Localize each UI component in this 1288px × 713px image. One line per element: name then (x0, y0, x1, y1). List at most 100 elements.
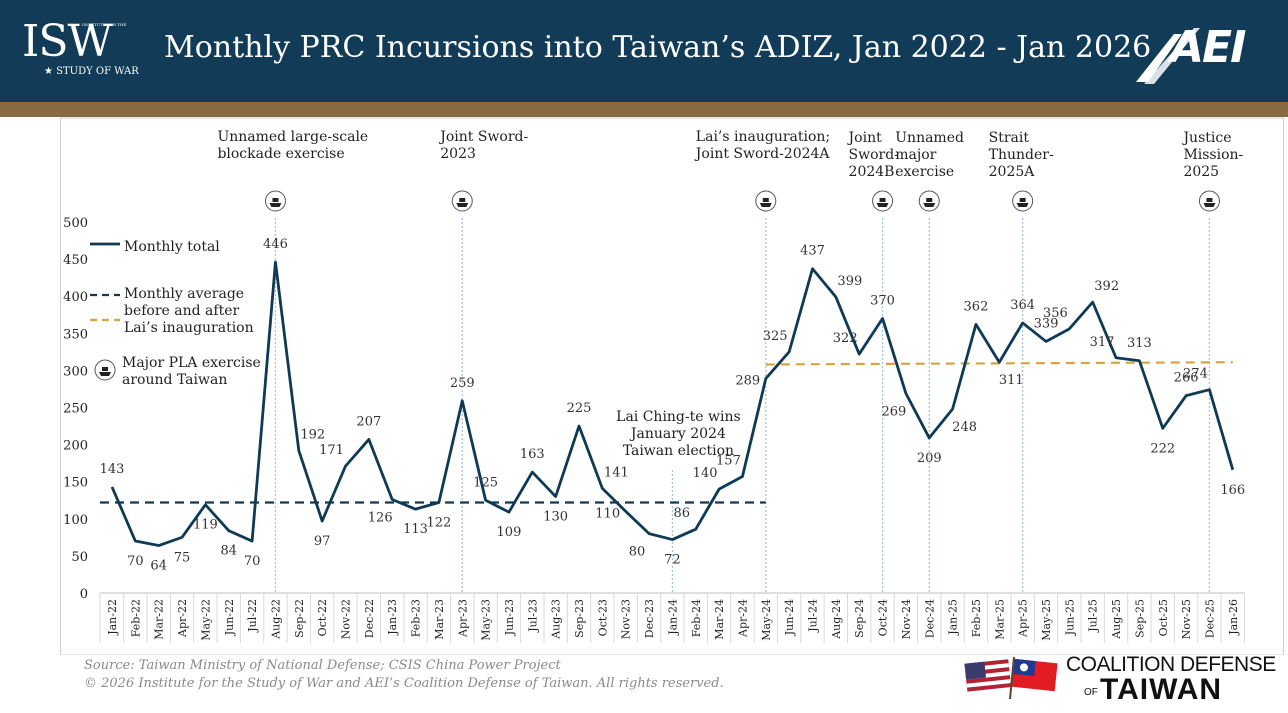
x-tick-label: Nov-23 (620, 599, 633, 639)
line-chart: 0 50 100 150 200 250 300 350 400 450 500 Jan-22 Feb-… (60, 117, 1284, 655)
x-tick-label: Dec-22 (363, 599, 376, 638)
y-tick-label: 450 (63, 253, 88, 268)
data-label: 274 (1183, 367, 1208, 382)
legend-label: Major PLA exercise (122, 355, 261, 371)
data-label: 140 (693, 466, 718, 481)
ship-icon-glyph (1203, 198, 1216, 207)
data-label: 311 (999, 373, 1024, 388)
y-tick-label: 100 (63, 513, 88, 528)
data-label: 392 (1094, 279, 1119, 294)
legend-label: Monthly average (124, 286, 244, 302)
election-label: Taiwan election (623, 443, 734, 459)
x-tick-label: Aug-24 (830, 599, 843, 640)
exercise-label: blockade exercise (217, 146, 344, 162)
x-tick-label: Nov-24 (900, 599, 913, 639)
data-label: 70 (127, 554, 144, 569)
data-label: 209 (917, 451, 942, 466)
exercise-label: Unnamed large-scale (217, 129, 368, 145)
exercise-label: 2023 (440, 146, 476, 162)
x-tick-label: Aug-22 (269, 599, 282, 640)
y-tick-label: 300 (63, 364, 88, 379)
ship-icon-glyph (1016, 198, 1029, 207)
y-tick-label: 500 (63, 216, 88, 231)
data-label: 370 (870, 293, 895, 308)
x-tick-label: Jul-25 (1087, 599, 1100, 633)
y-tick-label: 0 (80, 587, 88, 602)
data-label: 122 (426, 515, 451, 530)
legend-ship-icon-glyph (99, 367, 111, 376)
x-tick-label: Mar-22 (153, 599, 166, 640)
data-label: 259 (450, 376, 475, 391)
x-tick-label: May-22 (199, 599, 212, 641)
y-tick-label: 250 (63, 402, 88, 417)
data-label: 126 (368, 511, 393, 526)
data-label: 86 (673, 506, 690, 521)
source-note: Source: Taiwan Ministry of National Defe… (84, 657, 724, 693)
x-tick-label: Jun-23 (503, 599, 516, 636)
data-label: 64 (150, 559, 167, 574)
cdt-logo-line2: TAIWAN (1100, 673, 1223, 706)
legend-label: before and after (124, 303, 240, 319)
isw-logo-small-text: INSTITUTE FOR THE (82, 22, 127, 27)
data-label: 322 (833, 331, 858, 346)
data-label: 362 (964, 299, 989, 314)
data-label: 207 (356, 414, 381, 429)
x-tick-label: Jan-25 (947, 599, 960, 636)
data-label: 225 (567, 401, 592, 416)
isw-logo-letters: ISW (22, 16, 113, 67)
x-tick-label: May-25 (1040, 599, 1053, 641)
ship-icon-glyph (759, 198, 772, 207)
exercise-label: 2025 (1183, 164, 1219, 180)
cdt-logo-line1: COALITION DEFENSE (1066, 653, 1276, 676)
isw-logo-subtitle: ★ STUDY OF WAR (44, 66, 139, 77)
x-tick-label: Feb-22 (129, 599, 142, 637)
election-label: January 2024 (629, 426, 726, 442)
x-tick-label: Oct-24 (877, 599, 890, 636)
x-tick-label: Dec-25 (1203, 599, 1216, 638)
page-title: Monthly PRC Incursions into Taiwan’s ADI… (164, 30, 1152, 65)
data-label: 356 (1043, 306, 1068, 321)
x-tick-label: Nov-25 (1180, 599, 1193, 639)
exercise-label: Strait (989, 130, 1030, 146)
x-tick-label: Dec-23 (643, 599, 656, 638)
data-label: 143 (100, 462, 125, 477)
copyright-text: © 2026 Institute for the Study of War an… (84, 676, 724, 691)
x-tick-label: Jun-25 (1063, 599, 1076, 636)
x-tick-label: Jun-22 (223, 599, 236, 636)
aei-logo: AEI (1134, 22, 1264, 86)
x-tick-label: Mar-24 (713, 599, 726, 640)
x-tick-label: Sep-22 (293, 599, 306, 638)
data-label: 289 (735, 374, 760, 389)
data-label: 222 (1150, 441, 1175, 456)
x-tick-label: Oct-23 (596, 599, 609, 636)
legend-label: Monthly total (124, 239, 220, 255)
data-label: 399 (837, 274, 862, 289)
x-tick-label: Aug-23 (550, 599, 563, 640)
x-tick-label: Jun-24 (783, 599, 796, 636)
ship-icon-glyph (876, 198, 889, 207)
data-label: 266 (1174, 371, 1199, 386)
exercise-label: Thunder- (989, 147, 1054, 163)
data-label: 248 (952, 420, 977, 435)
x-tick-label: May-23 (480, 599, 493, 641)
data-label: 157 (716, 454, 741, 469)
y-tick-label: 50 (71, 550, 88, 565)
data-label: 171 (319, 443, 344, 458)
data-label: 325 (763, 329, 788, 344)
data-label: 364 (1010, 298, 1035, 313)
isw-logo: ISW INSTITUTE FOR THE ★ STUDY OF WAR (22, 20, 142, 84)
x-tick-label: Aug-25 (1110, 599, 1123, 640)
legend-label: Lai’s inauguration (124, 320, 254, 336)
x-tick-label: Dec-24 (923, 599, 936, 638)
data-label: 313 (1127, 336, 1152, 351)
exercise-label: Joint Sword- (438, 129, 528, 145)
x-tick-label: Mar-23 (433, 599, 446, 640)
exercise-label: major (895, 147, 936, 163)
x-tick-label: Apr-23 (456, 599, 469, 638)
x-tick-label: Sep-23 (573, 599, 586, 638)
exercise-label: 2024B (849, 164, 895, 180)
x-tick-label: Jan-22 (106, 599, 119, 636)
x-tick-label: Feb-23 (410, 599, 423, 637)
exercise-label: Unnamed (895, 130, 964, 146)
x-tick-label: Apr-24 (736, 599, 749, 638)
